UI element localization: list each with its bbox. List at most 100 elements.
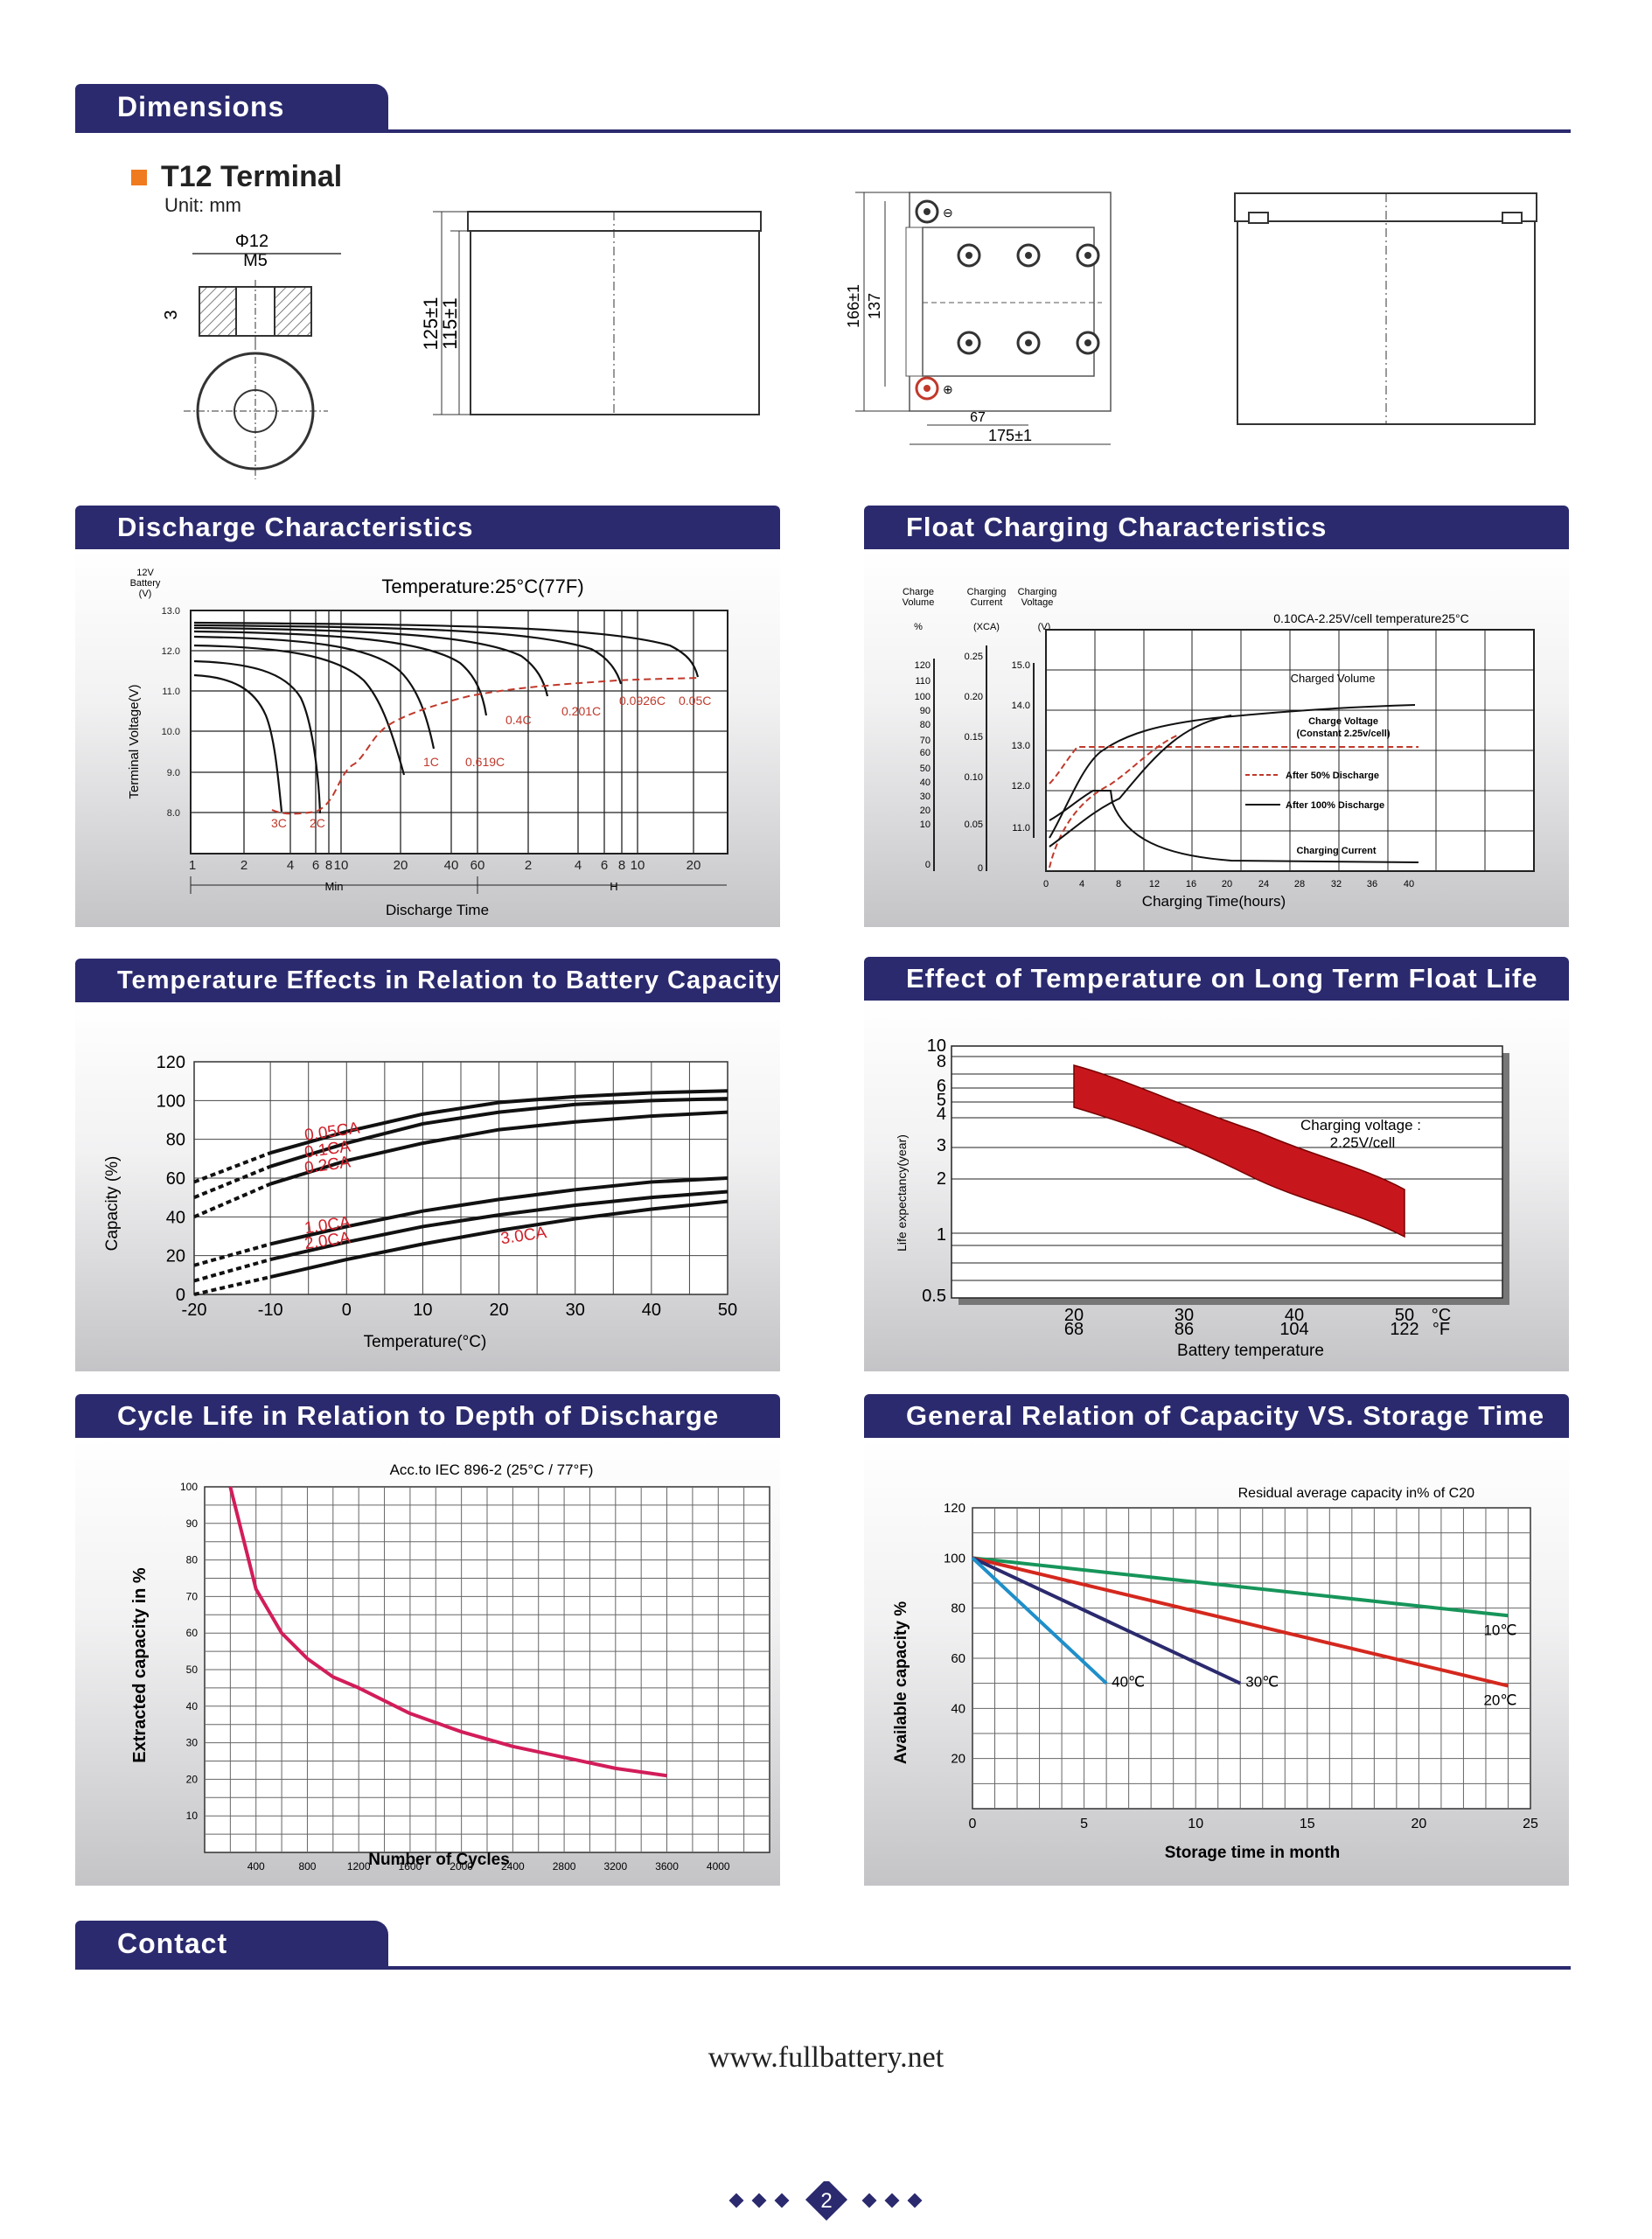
st-series-label: 30℃ bbox=[1245, 1674, 1279, 1691]
svg-text:4: 4 bbox=[937, 1105, 946, 1124]
st-xtick: 15 bbox=[1300, 1817, 1315, 1831]
cycle-life-title: Cycle Life in Relation to Depth of Disch… bbox=[117, 1400, 720, 1431]
float-life-header: Effect of Temperature on Long Term Float… bbox=[864, 957, 1569, 1013]
pos-terminal-label: ⊕ bbox=[943, 382, 953, 396]
float-hdr2-c: (XCA) bbox=[973, 622, 1000, 632]
svg-text:15.0: 15.0 bbox=[1012, 660, 1030, 671]
label-1c: 1C bbox=[423, 755, 439, 769]
float-hdr3-a: Charging bbox=[1018, 587, 1057, 597]
dim-top-inner: 137 bbox=[866, 293, 883, 319]
cl-xtick: 1200 bbox=[347, 1860, 371, 1873]
svg-text:20: 20 bbox=[394, 858, 408, 873]
discharge-temp: Temperature:25°C(77F) bbox=[381, 575, 583, 597]
st-xtick: 0 bbox=[969, 1817, 977, 1831]
svg-text:68: 68 bbox=[1064, 1320, 1084, 1339]
svg-text:0: 0 bbox=[978, 863, 983, 874]
float-panel: Charge Volume % Charging Current (XCA) C… bbox=[864, 549, 1569, 927]
svg-text:3: 3 bbox=[937, 1136, 946, 1155]
svg-text:8: 8 bbox=[618, 858, 625, 873]
svg-text:4: 4 bbox=[1079, 879, 1084, 889]
st-ytick: 100 bbox=[944, 1551, 965, 1566]
svg-text:110: 110 bbox=[915, 676, 931, 687]
st-ytick: 40 bbox=[951, 1701, 965, 1716]
svg-text:11.0: 11.0 bbox=[1012, 823, 1030, 834]
discharge-header: Discharge Characteristics bbox=[75, 506, 780, 561]
storage-header: General Relation of Capacity VS. Storage… bbox=[864, 1394, 1569, 1450]
tc-series-line bbox=[269, 1097, 728, 1168]
tc-series-line bbox=[269, 1089, 728, 1155]
svg-text:0: 0 bbox=[1043, 879, 1049, 889]
tc-xtick: 20 bbox=[489, 1301, 508, 1320]
battery-side-view: 125±1 115±1 bbox=[420, 211, 762, 415]
float-hdr3-b: Voltage bbox=[1021, 597, 1054, 608]
st-series-label: 20℃ bbox=[1483, 1692, 1516, 1709]
svg-text:40: 40 bbox=[1404, 879, 1414, 889]
svg-text:122: 122 bbox=[1390, 1320, 1418, 1339]
svg-text:60: 60 bbox=[920, 748, 931, 758]
float-legend-100: After 100% Discharge bbox=[1286, 800, 1384, 811]
website-link[interactable]: www.fullbattery.net bbox=[708, 2041, 944, 2074]
tc-series-line bbox=[269, 1110, 728, 1186]
dim-h-body: 115±1 bbox=[439, 297, 461, 349]
label-0201c: 0.201C bbox=[561, 704, 601, 718]
discharge-unit-3: (V) bbox=[139, 589, 152, 599]
svg-text:12.0: 12.0 bbox=[162, 646, 180, 657]
float-life-note-1: Charging voltage : bbox=[1300, 1117, 1421, 1133]
discharge-xlabel: Discharge Time bbox=[386, 902, 489, 918]
st-xtick: 25 bbox=[1523, 1817, 1538, 1831]
cl-xtick: 3600 bbox=[655, 1860, 679, 1873]
svg-text:16: 16 bbox=[1186, 879, 1196, 889]
svg-text:0.20: 0.20 bbox=[965, 692, 983, 702]
tc-series-lead bbox=[193, 1275, 271, 1296]
label-3c: 3C bbox=[271, 816, 287, 830]
svg-text:6: 6 bbox=[312, 858, 319, 873]
svg-text:4: 4 bbox=[575, 858, 582, 873]
svg-text:30: 30 bbox=[1175, 1306, 1194, 1325]
st-series-line bbox=[972, 1556, 1509, 1688]
discharge-min: Min bbox=[325, 880, 344, 893]
float-chart: Charge Volume % Charging Current (XCA) C… bbox=[903, 587, 1535, 910]
svg-text:0: 0 bbox=[925, 860, 931, 870]
svg-text:90: 90 bbox=[920, 706, 931, 716]
svg-text:4: 4 bbox=[287, 858, 294, 873]
tc-ytick: 60 bbox=[166, 1169, 185, 1189]
svg-text:10: 10 bbox=[334, 858, 349, 873]
cycle-life-note: Acc.to IEC 896-2 (25°C / 77°F) bbox=[390, 1461, 594, 1478]
float-life-ylabel: Life expectancy(year) bbox=[895, 1134, 909, 1252]
svg-text:6: 6 bbox=[601, 858, 608, 873]
cl-ytick: 70 bbox=[186, 1590, 199, 1602]
tc-series-lead bbox=[193, 1258, 271, 1283]
cl-xtick: 2400 bbox=[501, 1860, 525, 1873]
cycle-life-ylabel: Extracted capacity in % bbox=[130, 1567, 150, 1763]
svg-text:0.15: 0.15 bbox=[965, 732, 983, 743]
tc-xtick: 0 bbox=[342, 1301, 352, 1320]
svg-text:8: 8 bbox=[325, 858, 332, 873]
svg-text:10: 10 bbox=[927, 1036, 946, 1056]
svg-text:8: 8 bbox=[1116, 879, 1121, 889]
storage-note: Residual average capacity in% of C20 bbox=[1238, 1486, 1474, 1501]
float-hdr2-a: Charging bbox=[967, 587, 1007, 597]
discharge-h: H bbox=[610, 880, 617, 893]
tc-series-line bbox=[269, 1176, 728, 1246]
svg-text:8: 8 bbox=[937, 1052, 946, 1071]
svg-text:80: 80 bbox=[920, 720, 931, 730]
dimensions-tab: Dimensions bbox=[75, 84, 388, 129]
svg-text:5: 5 bbox=[937, 1091, 946, 1110]
terminal-height: 3 bbox=[162, 310, 181, 319]
float-life-title: Effect of Temperature on Long Term Float… bbox=[906, 963, 1538, 994]
svg-text:2: 2 bbox=[525, 858, 532, 873]
tc-xtick: -10 bbox=[258, 1301, 283, 1320]
svg-text:100: 100 bbox=[915, 692, 931, 702]
svg-text:2: 2 bbox=[937, 1169, 946, 1189]
temp-capacity-title: Temperature Effects in Relation to Batte… bbox=[117, 966, 780, 994]
cl-ytick: 90 bbox=[186, 1517, 199, 1530]
svg-text:10: 10 bbox=[920, 820, 931, 830]
discharge-unit-1: 12V bbox=[136, 568, 154, 578]
dim-w-total: 175±1 bbox=[988, 427, 1032, 444]
cl-ytick: 20 bbox=[186, 1773, 199, 1785]
svg-text:0.10: 0.10 bbox=[965, 772, 983, 783]
tc-ytick: 0 bbox=[176, 1286, 185, 1305]
st-series-label: 40℃ bbox=[1112, 1674, 1145, 1691]
svg-text:13.0: 13.0 bbox=[1012, 741, 1030, 751]
tc-ytick: 100 bbox=[157, 1092, 185, 1111]
